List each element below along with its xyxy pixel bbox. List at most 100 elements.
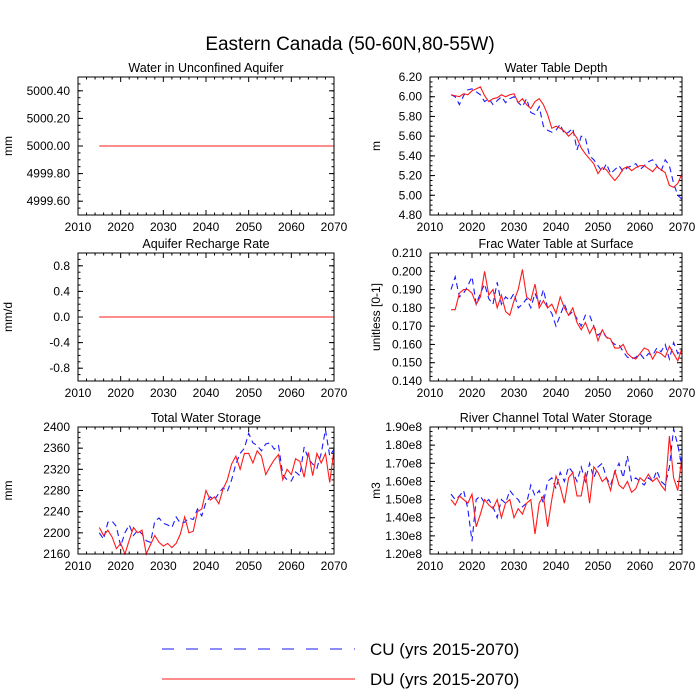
x-tick-label: 2070 <box>321 559 348 573</box>
x-tick-label: 2060 <box>278 559 305 573</box>
y-axis-title: mm <box>1 136 15 156</box>
y-tick-label: 1.40e8 <box>385 511 422 525</box>
y-axis-title: unitless [0-1] <box>369 283 383 351</box>
y-tick-label: 1.60e8 <box>385 474 422 488</box>
y-tick-label: 0.140 <box>392 374 422 388</box>
x-tick-label: 2060 <box>278 386 305 400</box>
x-tick-label: 2010 <box>417 220 444 234</box>
plot-frame <box>429 426 683 555</box>
series-line-cu <box>450 88 683 200</box>
y-tick-label: 1.80e8 <box>385 438 422 452</box>
x-tick-label: 2020 <box>459 386 486 400</box>
x-tick-label: 2030 <box>501 220 528 234</box>
y-tick-label: 2160 <box>43 547 70 561</box>
y-tick-label: 2400 <box>43 420 70 434</box>
y-tick-label: 2240 <box>43 505 70 519</box>
chart-panel: River Channel Total Water Storage m3 2010 2… <box>369 411 696 573</box>
x-tick-label: 2060 <box>278 220 305 234</box>
panel-grid: Water in Unconfined Aquifer mm 2010 2020 203… <box>1 61 696 573</box>
series-line-du <box>450 86 683 189</box>
y-axis-title: m3 <box>369 482 383 499</box>
y-tick-label: 5.00 <box>399 188 423 202</box>
y-tick-label: 2360 <box>43 441 70 455</box>
y-tick-label: 0.0 <box>53 310 70 324</box>
y-axis-title: mm <box>1 481 15 501</box>
x-tick-label: 2010 <box>65 386 92 400</box>
x-tick-label: 2010 <box>417 559 444 573</box>
y-tick-label: 0.190 <box>392 283 422 297</box>
x-tick-label: 2050 <box>235 559 262 573</box>
y-tick-label: 1.90e8 <box>385 420 422 434</box>
x-tick-label: 2040 <box>543 386 570 400</box>
y-axis-title: mm/d <box>1 302 15 332</box>
x-tick-label: 2040 <box>193 220 220 234</box>
x-tick-label: 2020 <box>459 559 486 573</box>
y-tick-label: 0.150 <box>392 356 422 370</box>
x-tick-label: 2030 <box>150 220 177 234</box>
series-line-cu <box>450 428 683 542</box>
y-tick-label: 1.30e8 <box>385 529 422 543</box>
y-tick-label: 4.80 <box>399 208 423 222</box>
legend-label-cu: CU (yrs 2015-2070) <box>370 640 519 659</box>
x-tick-label: 2070 <box>321 220 348 234</box>
series-line-du <box>450 436 683 535</box>
y-tick-label: 0.8 <box>53 259 70 273</box>
x-tick-label: 2050 <box>585 220 612 234</box>
x-tick-label: 2050 <box>585 559 612 573</box>
y-tick-label: 2320 <box>43 462 70 476</box>
x-tick-label: 2040 <box>543 220 570 234</box>
x-tick-label: 2020 <box>107 559 134 573</box>
panel-title: Water Table Depth <box>505 61 608 75</box>
legend-label-du: DU (yrs 2015-2070) <box>370 670 519 689</box>
y-tick-label: 5.80 <box>399 109 423 123</box>
plot-frame <box>77 252 335 382</box>
chart-panel: Total Water Storage mm 2010 2020 2030 2040 205… <box>1 411 348 573</box>
panel-title: Water in Unconfined Aquifer <box>128 61 283 75</box>
plot-frame <box>429 252 683 382</box>
y-tick-label: -0.8 <box>49 361 70 375</box>
x-tick-label: 2010 <box>65 220 92 234</box>
y-tick-label: 4999.60 <box>27 194 71 208</box>
x-tick-label: 2030 <box>501 386 528 400</box>
y-tick-label: 5000.00 <box>27 139 71 153</box>
y-axis-title: m <box>369 141 383 151</box>
figure-title: Eastern Canada (50-60N,80-55W) <box>205 34 494 55</box>
y-tick-label: 1.20e8 <box>385 547 422 561</box>
x-tick-label: 2050 <box>235 220 262 234</box>
y-tick-label: 0.170 <box>392 319 422 333</box>
legend: CU (yrs 2015-2070) DU (yrs 2015-2070) <box>162 640 519 689</box>
y-tick-label: 1.50e8 <box>385 493 422 507</box>
y-tick-label: 2200 <box>43 526 70 540</box>
x-tick-label: 2060 <box>627 220 654 234</box>
plot-frame <box>429 76 683 216</box>
plot-frame <box>77 76 335 216</box>
y-tick-label: 0.210 <box>392 246 422 260</box>
x-tick-label: 2040 <box>193 559 220 573</box>
x-tick-label: 2020 <box>107 386 134 400</box>
x-tick-label: 2040 <box>543 559 570 573</box>
y-tick-label: 5.60 <box>399 129 423 143</box>
y-tick-label: 0.160 <box>392 337 422 351</box>
y-tick-label: 2280 <box>43 484 70 498</box>
plot-frame <box>77 426 335 555</box>
y-tick-label: 6.20 <box>399 70 423 84</box>
y-tick-label: 5000.20 <box>27 111 71 125</box>
y-tick-label: 0.180 <box>392 301 422 315</box>
x-tick-label: 2010 <box>65 559 92 573</box>
x-tick-label: 2060 <box>627 386 654 400</box>
x-tick-label: 2020 <box>459 220 486 234</box>
y-tick-label: -0.4 <box>49 336 70 350</box>
series-line-cu <box>98 429 335 549</box>
panel-title: Aquifer Recharge Rate <box>142 237 269 251</box>
y-tick-label: 6.00 <box>399 90 423 104</box>
chart-panel: Water in Unconfined Aquifer mm 2010 2020 203… <box>1 61 348 234</box>
series-line-du <box>451 269 683 363</box>
y-tick-label: 5.20 <box>399 169 423 183</box>
x-tick-label: 2030 <box>501 559 528 573</box>
x-tick-label: 2070 <box>669 386 696 400</box>
x-tick-label: 2010 <box>417 386 444 400</box>
chart-panel: Aquifer Recharge Rate mm/d 2010 2020 2030 204… <box>1 237 348 400</box>
chart-panel: Frac Water Table at Surface unitless [0-1… <box>369 237 696 400</box>
x-tick-label: 2060 <box>627 559 654 573</box>
